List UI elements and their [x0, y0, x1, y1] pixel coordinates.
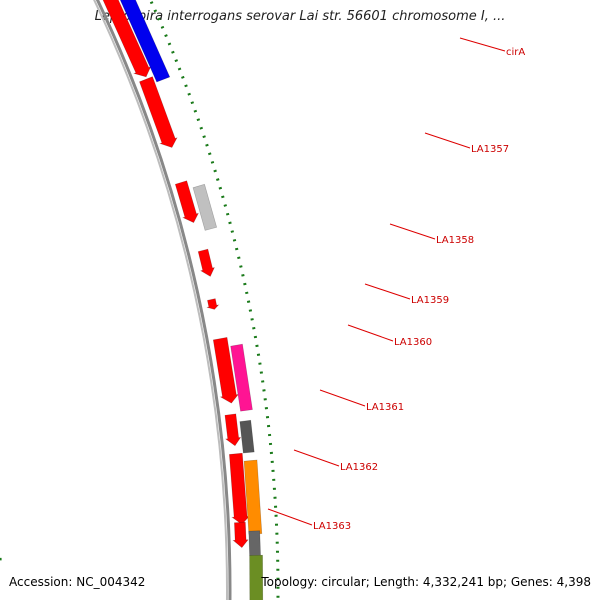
- gene-la1362-feature: [239, 419, 255, 454]
- gene-la1363: [229, 452, 250, 525]
- gene-la1358-feature: [192, 183, 218, 231]
- gene-la1363-feature: [243, 459, 263, 535]
- genome-summary-text: Topology: circular; Length: 4,332,241 bp…: [261, 575, 591, 589]
- map-title: Leptospira interrogans serovar Lai str. …: [94, 9, 506, 24]
- tick-ring-inner: [148, 0, 280, 600]
- gene-label-la1360: LA1360: [394, 337, 432, 348]
- gene-la1361-feature: [230, 343, 253, 412]
- gene-la1362: [224, 413, 242, 447]
- gene-cira-feature: [119, 0, 171, 83]
- leader-line: [424, 132, 471, 149]
- leader-line: [364, 283, 411, 300]
- gene-label-la1361: LA1361: [366, 402, 404, 413]
- backbone-line: [95, 0, 232, 600]
- gene-next-gene: [232, 521, 249, 549]
- gene-la1357: [139, 76, 178, 148]
- gene-la1359: [197, 248, 215, 277]
- gene-la1361: [212, 337, 239, 404]
- leader-line: [319, 389, 366, 407]
- gene-label-la1357: LA1357: [471, 144, 509, 155]
- gene-next-feature-grey: [248, 530, 261, 556]
- leader-line: [459, 37, 506, 52]
- gene-label-la1359: LA1359: [411, 295, 449, 306]
- leader-line: [293, 449, 340, 467]
- gene-la1358: [174, 180, 199, 223]
- leader-line: [389, 223, 436, 240]
- gene-label-la1363: LA1363: [313, 521, 351, 532]
- gene-label-cira: cirA: [506, 47, 525, 58]
- accession-text: Accession: NC_004342: [9, 575, 146, 589]
- backbone-shadow: [93, 0, 228, 600]
- gene-label-la1358: LA1358: [436, 235, 474, 246]
- gene-la1360: [206, 298, 220, 310]
- gene-next-feature-olive: [249, 554, 264, 600]
- gene-cira: [102, 0, 152, 78]
- leader-line: [347, 324, 394, 342]
- leader-line: [267, 508, 313, 526]
- gene-label-la1362: LA1362: [340, 462, 378, 473]
